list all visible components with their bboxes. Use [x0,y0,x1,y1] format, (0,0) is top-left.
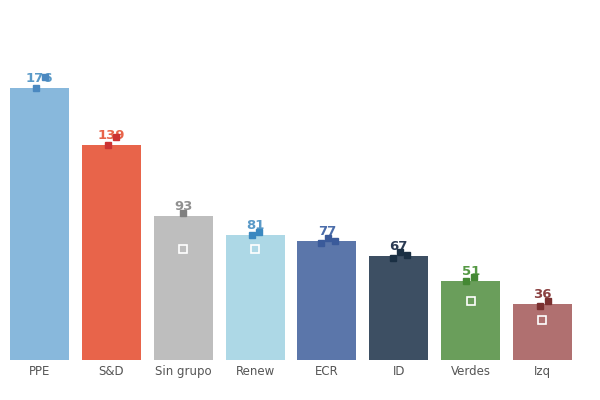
Bar [226,235,284,360]
Text: 93: 93 [174,200,193,213]
Text: 176: 176 [26,72,53,85]
Text: 36: 36 [533,288,552,301]
Bar [441,281,500,360]
Text: 51: 51 [461,265,480,278]
Bar [82,145,141,360]
Text: 67: 67 [389,240,408,253]
Bar [513,304,572,360]
Bar [370,256,428,360]
Text: 81: 81 [246,219,264,232]
Text: 139: 139 [98,129,125,142]
Bar [10,88,69,360]
Bar [154,216,212,360]
Bar [298,241,356,360]
Text: 77: 77 [318,225,336,238]
